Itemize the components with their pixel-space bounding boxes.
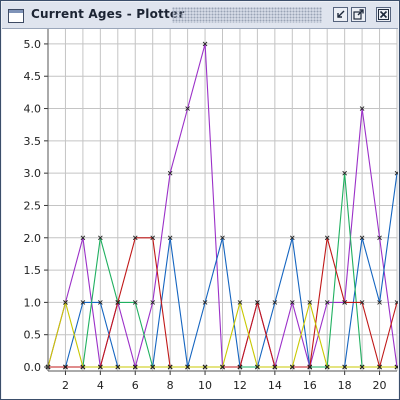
axes: [44, 29, 397, 375]
data-point: [150, 300, 156, 305]
data-point: [98, 235, 103, 241]
data-point: [377, 235, 382, 241]
data-point: [324, 300, 330, 305]
data-point: [220, 364, 225, 370]
title-bar-grip: [172, 7, 322, 23]
data-point: [167, 364, 173, 370]
data-point: [202, 364, 208, 370]
data-point: [150, 235, 156, 241]
x-tick-label: 18: [338, 379, 352, 392]
data-point: [185, 364, 190, 370]
y-tick-label: 2.5: [24, 199, 42, 212]
data-point: [132, 364, 138, 370]
maximize-button[interactable]: [351, 7, 366, 22]
data-point: [324, 235, 330, 241]
series-layer: [45, 41, 398, 370]
data-point: [185, 106, 190, 111]
data-point: [342, 364, 347, 370]
data-point: [272, 364, 278, 370]
x-tick-label: 20: [373, 379, 387, 392]
plot-area[interactable]: 0.0 0.5 1.0 1.5 2.0 2.5 3.0 3.5 4.0 4.5 5.0 2 4 6 8 10…: [2, 29, 398, 399]
data-point: [342, 300, 347, 305]
data-point: [167, 170, 173, 176]
data-point: [150, 364, 156, 370]
data-point: [289, 235, 295, 241]
data-point: [255, 364, 260, 370]
data-point: [324, 364, 330, 370]
x-tick-label: 6: [132, 379, 139, 392]
data-point: [132, 235, 138, 241]
series-5: [45, 300, 398, 370]
data-point: [394, 300, 398, 305]
y-tick-label: 0.0: [24, 361, 42, 374]
data-point: [289, 300, 295, 305]
data-point: [394, 170, 398, 176]
data-point: [342, 170, 347, 176]
x-tick-labels: 2 4 6 8 10 12 14 16 18 20: [62, 379, 387, 392]
y-tick-label: 2.0: [24, 232, 42, 245]
x-tick-label: 10: [198, 379, 212, 392]
data-point: [202, 300, 208, 305]
data-point: [377, 364, 382, 370]
y-tick-label: 0.5: [24, 329, 42, 342]
iconify-icon: [334, 8, 347, 21]
x-tick-label: 12: [233, 379, 247, 392]
maximize-icon: [352, 8, 365, 21]
data-point: [359, 300, 365, 305]
y-tick-labels: 0.0 0.5 1.0 1.5 2.0 2.5 3.0 3.5 4.0 4.5 5.0: [24, 38, 42, 374]
title-bar[interactable]: Current Ages - Plotter: [2, 2, 398, 29]
x-tick-label: 16: [303, 379, 317, 392]
y-tick-label: 3.0: [24, 167, 42, 180]
data-point: [80, 300, 86, 305]
window-app-icon[interactable]: [8, 8, 24, 23]
data-point: [272, 300, 278, 305]
x-tick-label: 14: [268, 379, 282, 392]
x-tick-label: 4: [97, 379, 104, 392]
data-point: [63, 300, 68, 305]
x-tick-label: 2: [62, 379, 69, 392]
data-point: [80, 364, 86, 370]
x-tick-label: 8: [167, 379, 174, 392]
line-chart: 0.0 0.5 1.0 1.5 2.0 2.5 3.0 3.5 4.0 4.5 5.0 2 4 6 8 10…: [24, 29, 398, 392]
grid-lines: [47, 29, 398, 371]
data-point: [307, 364, 313, 370]
data-point: [98, 364, 103, 370]
data-point: [289, 364, 295, 370]
data-point: [63, 364, 68, 370]
data-point: [237, 364, 243, 370]
data-point: [377, 300, 382, 305]
y-tick-label: 1.5: [24, 264, 42, 277]
y-tick-label: 4.0: [24, 103, 42, 116]
data-point: [80, 235, 86, 241]
data-point: [359, 106, 365, 111]
data-point: [115, 364, 121, 370]
y-tick-label: 4.5: [24, 70, 42, 83]
data-point: [307, 300, 313, 305]
data-point: [255, 300, 260, 305]
data-point: [132, 300, 138, 305]
data-point: [115, 300, 121, 305]
y-tick-label: 3.5: [24, 135, 42, 148]
data-point: [98, 300, 103, 305]
window-title: Current Ages - Plotter: [31, 7, 185, 21]
y-tick-label: 1.0: [24, 296, 42, 309]
data-point: [394, 364, 398, 370]
data-point: [220, 235, 225, 241]
close-button[interactable]: [376, 7, 391, 22]
data-point: [167, 235, 173, 241]
data-point: [359, 235, 365, 241]
y-tick-label: 5.0: [24, 38, 42, 51]
iconify-button[interactable]: [333, 7, 348, 22]
data-point: [359, 364, 365, 370]
close-icon: [377, 8, 390, 21]
data-point: [202, 41, 208, 47]
data-point: [237, 300, 243, 305]
